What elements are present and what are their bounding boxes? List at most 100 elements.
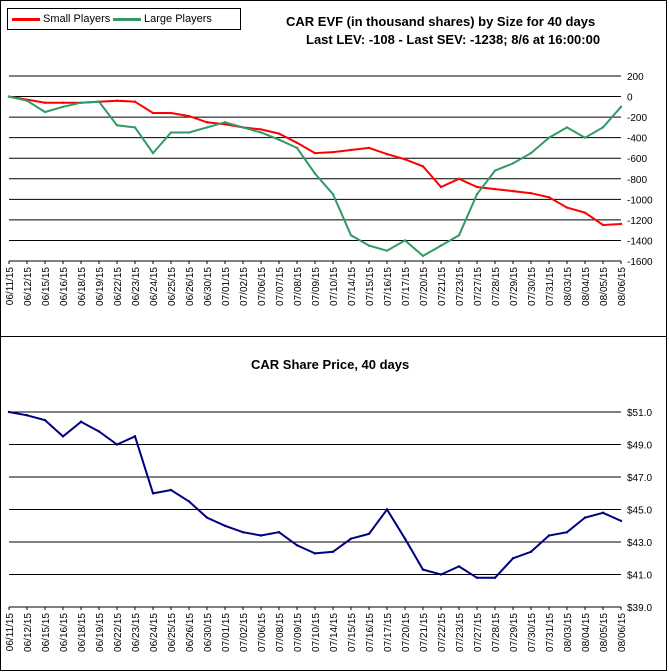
data-point — [367, 146, 371, 150]
data-point — [385, 249, 389, 252]
x-tick-label: 07/29/15 — [509, 267, 520, 306]
x-tick-label: 07/23/15 — [455, 613, 466, 652]
data-point — [151, 111, 155, 115]
x-tick-label: 06/30/15 — [203, 613, 214, 652]
x-tick-label: 06/16/15 — [59, 267, 70, 306]
data-point — [241, 126, 245, 129]
price-chart-svg: $51.0 $49.0 $47.0 $45.0 $43.0 $41.0 $39.0 06/11… — [5, 408, 652, 652]
x-tick-label: 07/28/15 — [491, 613, 502, 652]
data-point — [475, 185, 479, 189]
x-tick-label: 06/12/15 — [23, 613, 34, 652]
x-tick-label: 06/26/15 — [185, 267, 196, 306]
x-tick-label: 07/15/15 — [347, 613, 358, 652]
data-point — [205, 126, 209, 129]
data-point — [277, 132, 281, 135]
data-point — [295, 544, 299, 547]
data-point — [547, 196, 551, 199]
y-tick-label: $49.0 — [627, 441, 652, 452]
x-tick-label: 06/22/15 — [113, 613, 124, 652]
data-point — [295, 146, 299, 150]
data-point — [439, 573, 443, 576]
data-point — [259, 131, 263, 134]
x-tick-label: 07/16/15 — [383, 267, 394, 306]
x-tick-label: 06/26/15 — [185, 613, 196, 652]
data-point — [421, 165, 425, 168]
x-tick-label: 06/15/15 — [41, 267, 52, 306]
x-tick-label: 07/01/15 — [221, 613, 232, 652]
x-tick-label: 06/15/15 — [41, 613, 52, 652]
data-point — [547, 136, 551, 139]
data-point — [25, 99, 29, 102]
data-point — [259, 534, 263, 537]
legend-large-label: Large Players — [144, 13, 212, 25]
data-point — [385, 152, 389, 156]
x-tick-label: 07/22/15 — [437, 613, 448, 652]
data-point — [133, 100, 137, 103]
data-point — [511, 189, 515, 193]
x-tick-label: 07/27/15 — [473, 613, 484, 652]
data-point — [7, 410, 11, 414]
y-tick-label: -200 — [627, 113, 647, 124]
data-point — [7, 95, 11, 98]
x-tick-label: 07/09/15 — [311, 267, 322, 306]
x-tick-label: 07/31/15 — [545, 613, 556, 652]
x-tick-label: 06/12/15 — [23, 267, 34, 306]
x-tick-label: 06/23/15 — [131, 613, 142, 652]
data-point — [151, 151, 155, 155]
x-tick-label: 08/03/15 — [563, 267, 574, 306]
x-tick-label: 06/18/15 — [77, 613, 88, 652]
y-tick-label: $47.0 — [627, 473, 652, 484]
x-tick-label: 07/14/15 — [347, 267, 358, 306]
x-tick-label: 07/31/15 — [545, 267, 556, 306]
data-point — [529, 151, 533, 155]
data-point — [457, 177, 461, 180]
data-point — [547, 534, 551, 537]
data-point — [367, 244, 371, 247]
x-tick-label: 07/06/15 — [257, 613, 268, 652]
x-tick-label: 07/30/15 — [527, 613, 538, 652]
data-point — [475, 192, 479, 196]
data-point — [97, 100, 101, 103]
y-tick-label: 200 — [627, 72, 644, 83]
data-point — [25, 414, 29, 417]
data-point — [61, 105, 65, 109]
x-tick-label: 07/02/15 — [239, 613, 250, 652]
data-point — [151, 492, 155, 495]
data-point — [169, 488, 173, 492]
x-tick-label: 07/14/15 — [329, 613, 340, 652]
x-tick-label: 07/07/15 — [275, 267, 286, 306]
x-tick-label: 07/20/15 — [401, 613, 412, 652]
data-point — [115, 124, 119, 127]
x-tick-label: 06/11/15 — [5, 613, 16, 652]
data-point — [79, 420, 83, 423]
x-tick-label: 06/24/15 — [149, 267, 160, 306]
price-chart-panel: CAR Share Price, 40 days $51.0 $49.0 $47.0… — [0, 336, 667, 671]
data-point — [187, 131, 191, 134]
data-point — [601, 223, 605, 227]
data-point — [43, 418, 47, 422]
data-point — [457, 234, 461, 237]
x-tick-label: 06/22/15 — [113, 267, 124, 306]
data-point — [583, 136, 587, 139]
x-tick-label: 07/08/15 — [275, 613, 286, 652]
data-point — [205, 121, 209, 124]
evf-chart-title: CAR EVF (in thousand shares) by Size for… — [286, 14, 596, 29]
x-tick-label: 08/04/15 — [581, 613, 592, 652]
x-tick-label: 07/02/15 — [239, 267, 250, 306]
data-point — [169, 111, 173, 115]
legend-small-label: Small Players — [43, 13, 111, 25]
data-point — [421, 568, 425, 571]
y-tick-label: -1000 — [627, 195, 653, 206]
data-point — [277, 531, 281, 534]
data-point — [565, 531, 569, 534]
data-point — [79, 101, 83, 104]
data-point — [205, 516, 209, 519]
x-tick-label: 07/10/15 — [311, 613, 322, 652]
data-point — [187, 500, 191, 503]
y-tick-label: $41.0 — [627, 571, 652, 582]
x-tick-label: 07/17/15 — [383, 613, 394, 652]
evf-chart-panel: Small Players Large Players CAR EVF (in … — [0, 0, 667, 337]
data-point — [619, 519, 623, 523]
data-point — [439, 185, 443, 189]
x-tick-label: 08/03/15 — [563, 613, 574, 652]
